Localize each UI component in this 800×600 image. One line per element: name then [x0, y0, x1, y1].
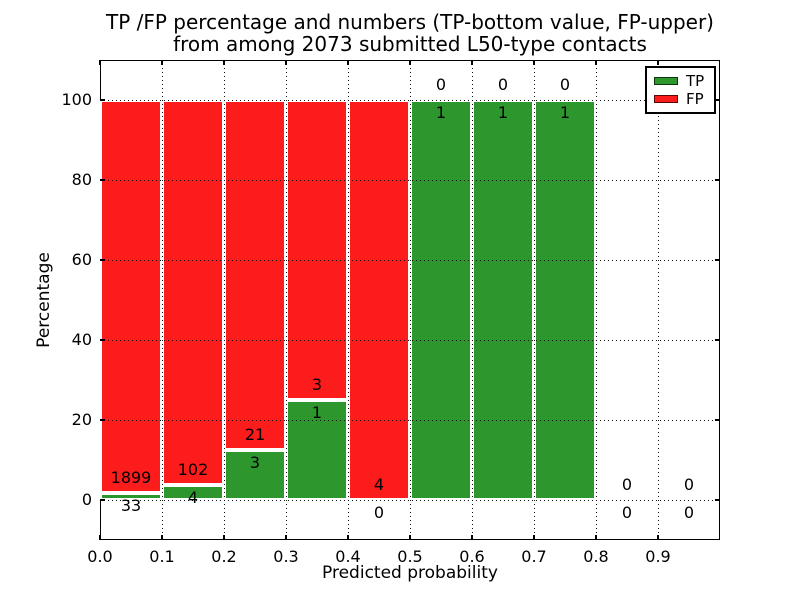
y-tick-label: 80	[71, 170, 92, 189]
y-tick-label: 0	[81, 490, 92, 509]
legend-label-fp: FP	[686, 89, 704, 108]
legend-entry: TP	[654, 71, 707, 90]
legend-swatch-tp	[654, 77, 678, 85]
plot-area	[100, 60, 720, 540]
legend: TP FP	[645, 66, 716, 114]
legend-swatch-fp	[654, 95, 678, 103]
legend-entry: FP	[654, 89, 707, 108]
chart-title-line1: TP /FP percentage and numbers (TP-bottom…	[106, 10, 714, 34]
y-axis-label: Percentage	[34, 252, 54, 348]
legend-label-tp: TP	[686, 71, 705, 90]
y-tick-label: 100	[61, 90, 92, 109]
y-tick-label: 20	[71, 410, 92, 429]
chart-title-line2: from among 2073 submitted L50-type conta…	[173, 32, 647, 56]
x-axis-label: Predicted probability	[322, 563, 498, 583]
chart-title: TP /FP percentage and numbers (TP-bottom…	[100, 11, 720, 55]
